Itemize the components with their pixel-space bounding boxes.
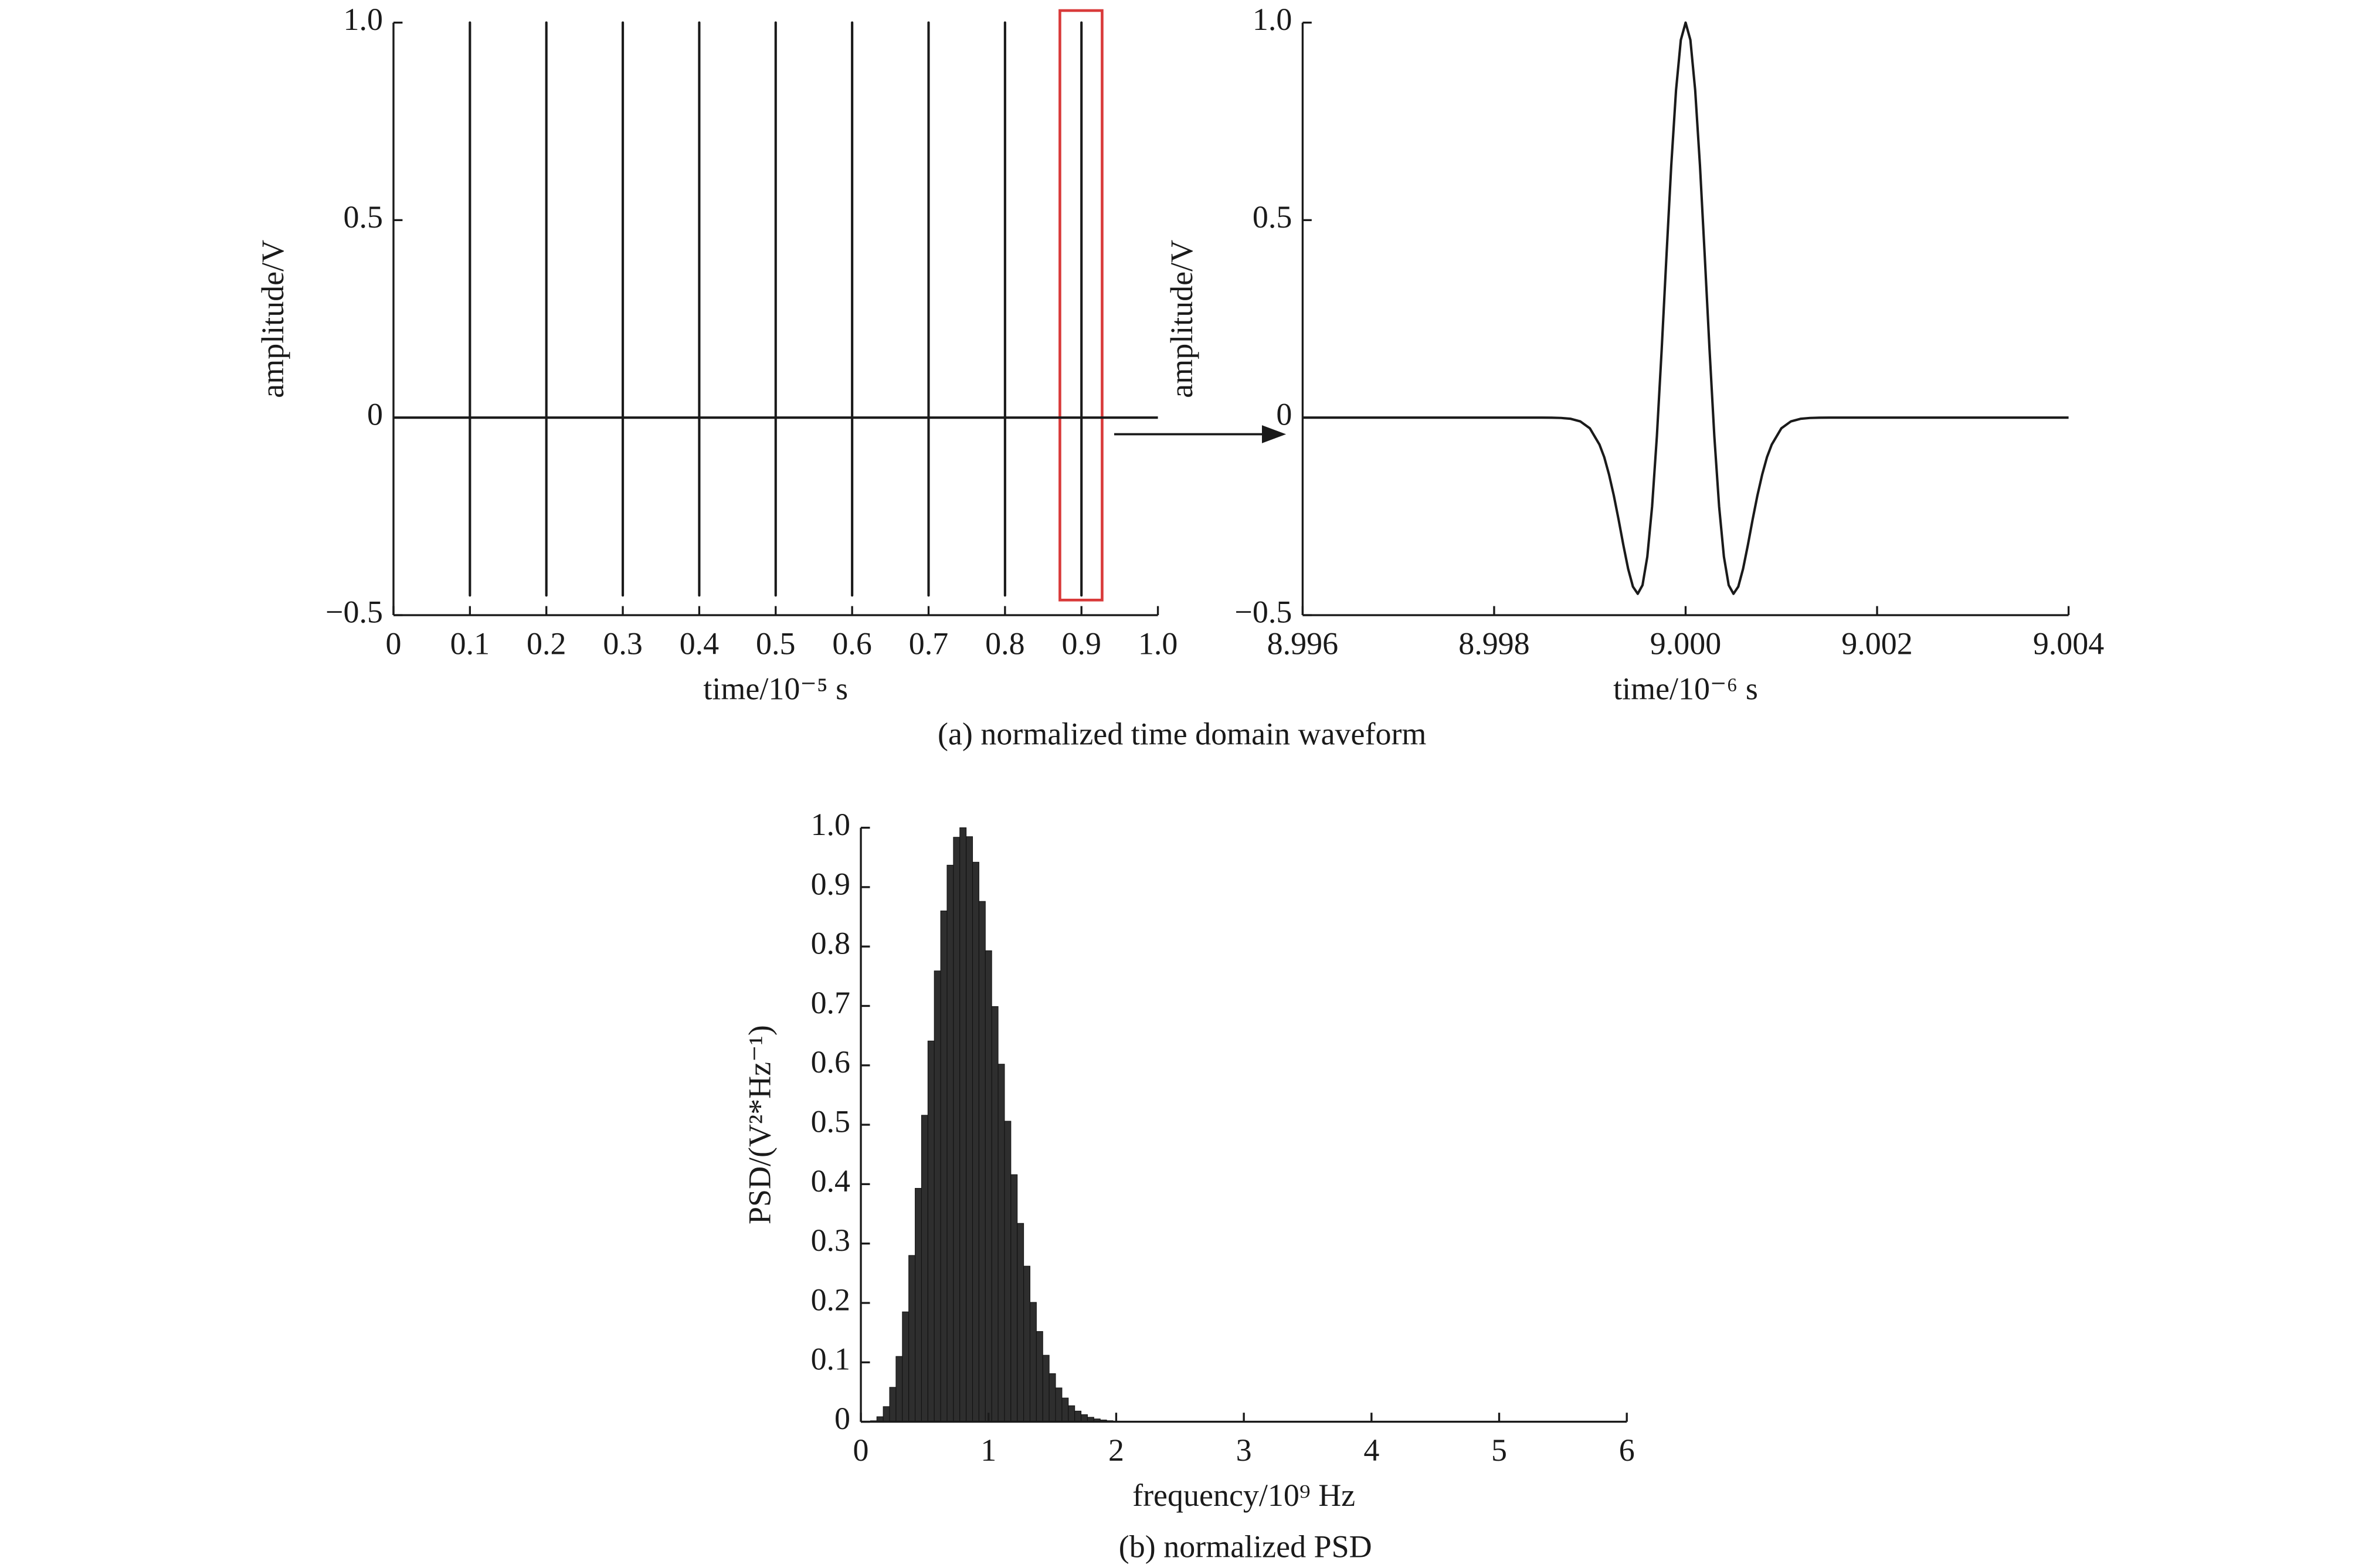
bar bbox=[902, 1311, 910, 1423]
x-axis-label: frequency/10⁹ Hz bbox=[1132, 1478, 1355, 1513]
bar bbox=[940, 910, 948, 1423]
x-tick-label: 9.000 bbox=[1650, 626, 1721, 661]
bar bbox=[972, 861, 979, 1423]
x-tick-label: 3 bbox=[1236, 1433, 1252, 1468]
x-tick-label: 0.9 bbox=[1061, 626, 1101, 661]
bar bbox=[908, 1255, 916, 1423]
bar bbox=[883, 1406, 890, 1423]
y-tick-label: 0.1 bbox=[811, 1342, 850, 1377]
bar bbox=[934, 970, 941, 1423]
bar bbox=[1036, 1331, 1043, 1423]
bar bbox=[978, 901, 986, 1423]
y-tick-label: 0.5 bbox=[1253, 199, 1292, 235]
bar bbox=[966, 836, 973, 1423]
x-tick-label: 8.998 bbox=[1458, 626, 1529, 661]
y-tick-label: 0.9 bbox=[811, 866, 850, 901]
y-tick-label: −0.5 bbox=[1234, 594, 1292, 629]
bar bbox=[953, 837, 961, 1423]
bar bbox=[1023, 1265, 1031, 1423]
x-tick-label: 0.1 bbox=[450, 626, 490, 661]
bar bbox=[889, 1387, 897, 1423]
y-tick-label: 0.4 bbox=[811, 1163, 850, 1199]
y-tick-label: 1.0 bbox=[344, 2, 383, 37]
y-tick-label: 1.0 bbox=[1253, 2, 1292, 37]
bar bbox=[915, 1187, 922, 1423]
x-tick-label: 0.4 bbox=[680, 626, 719, 661]
bar bbox=[997, 1064, 1005, 1423]
x-tick-label: 6 bbox=[1619, 1433, 1635, 1468]
x-axis-label: time/10⁻⁶ s bbox=[1613, 671, 1758, 707]
y-tick-label: 0 bbox=[834, 1401, 850, 1436]
x-tick-label: 2 bbox=[1108, 1433, 1124, 1468]
bar bbox=[1029, 1302, 1037, 1423]
x-tick-label: 0.8 bbox=[985, 626, 1024, 661]
highlight-box bbox=[1058, 9, 1104, 602]
bar bbox=[1004, 1121, 1012, 1423]
bar bbox=[1061, 1397, 1069, 1423]
x-tick-label: 0 bbox=[386, 626, 402, 661]
y-tick-label: 0 bbox=[367, 397, 383, 432]
bar bbox=[927, 1040, 935, 1423]
x-tick-label: 0.7 bbox=[909, 626, 948, 661]
y-tick-label: 0.5 bbox=[344, 199, 383, 235]
x-tick-label: 5 bbox=[1491, 1433, 1507, 1468]
x-tick-label: 0 bbox=[853, 1433, 869, 1468]
bar bbox=[895, 1356, 903, 1423]
y-tick-label: 0 bbox=[1276, 397, 1292, 432]
bar bbox=[991, 1006, 999, 1423]
x-tick-label: 0.6 bbox=[832, 626, 871, 661]
bar bbox=[1074, 1410, 1082, 1423]
caption: (a) normalized time domain waveform bbox=[938, 717, 1426, 752]
x-axis-label: time/10⁻⁵ s bbox=[703, 671, 848, 707]
bar bbox=[959, 827, 967, 1423]
bar bbox=[946, 864, 954, 1423]
x-tick-label: 9.004 bbox=[2033, 626, 2104, 661]
x-tick-label: 4 bbox=[1363, 1433, 1379, 1468]
arrow-head bbox=[1261, 425, 1287, 443]
y-tick-label: 0.2 bbox=[811, 1282, 850, 1317]
caption: (b) normalized PSD bbox=[1119, 1529, 1372, 1564]
bar bbox=[921, 1115, 928, 1423]
bar bbox=[1068, 1405, 1075, 1423]
y-axis-label: amplitude/V bbox=[255, 240, 290, 398]
data-line bbox=[393, 21, 1158, 597]
x-tick-label: 9.002 bbox=[1841, 626, 1912, 661]
y-axis-label: amplitude/V bbox=[1164, 240, 1199, 398]
y-tick-label: 0.6 bbox=[811, 1044, 850, 1080]
bar bbox=[1017, 1223, 1024, 1423]
x-tick-label: 0.3 bbox=[603, 626, 642, 661]
bar bbox=[985, 950, 992, 1423]
y-tick-label: 0.3 bbox=[811, 1223, 850, 1258]
bar bbox=[1048, 1373, 1056, 1423]
data-line bbox=[1302, 21, 2069, 595]
x-tick-label: 1.0 bbox=[1138, 626, 1178, 661]
x-tick-label: 1 bbox=[980, 1433, 996, 1468]
y-tick-label: 0.5 bbox=[811, 1104, 850, 1139]
y-axis-label: PSD/(V²*Hz⁻¹) bbox=[742, 1025, 777, 1224]
y-tick-label: 0.7 bbox=[811, 985, 850, 1020]
x-tick-label: 0.2 bbox=[527, 626, 566, 661]
y-tick-label: 0.8 bbox=[811, 926, 850, 961]
y-tick-label: 1.0 bbox=[811, 807, 850, 842]
bar bbox=[1081, 1414, 1088, 1423]
x-tick-label: 8.996 bbox=[1267, 626, 1338, 661]
bar bbox=[1010, 1174, 1018, 1423]
x-tick-label: 0.5 bbox=[756, 626, 795, 661]
bar bbox=[1055, 1387, 1063, 1423]
bar bbox=[1042, 1355, 1050, 1423]
y-tick-label: −0.5 bbox=[325, 594, 383, 629]
